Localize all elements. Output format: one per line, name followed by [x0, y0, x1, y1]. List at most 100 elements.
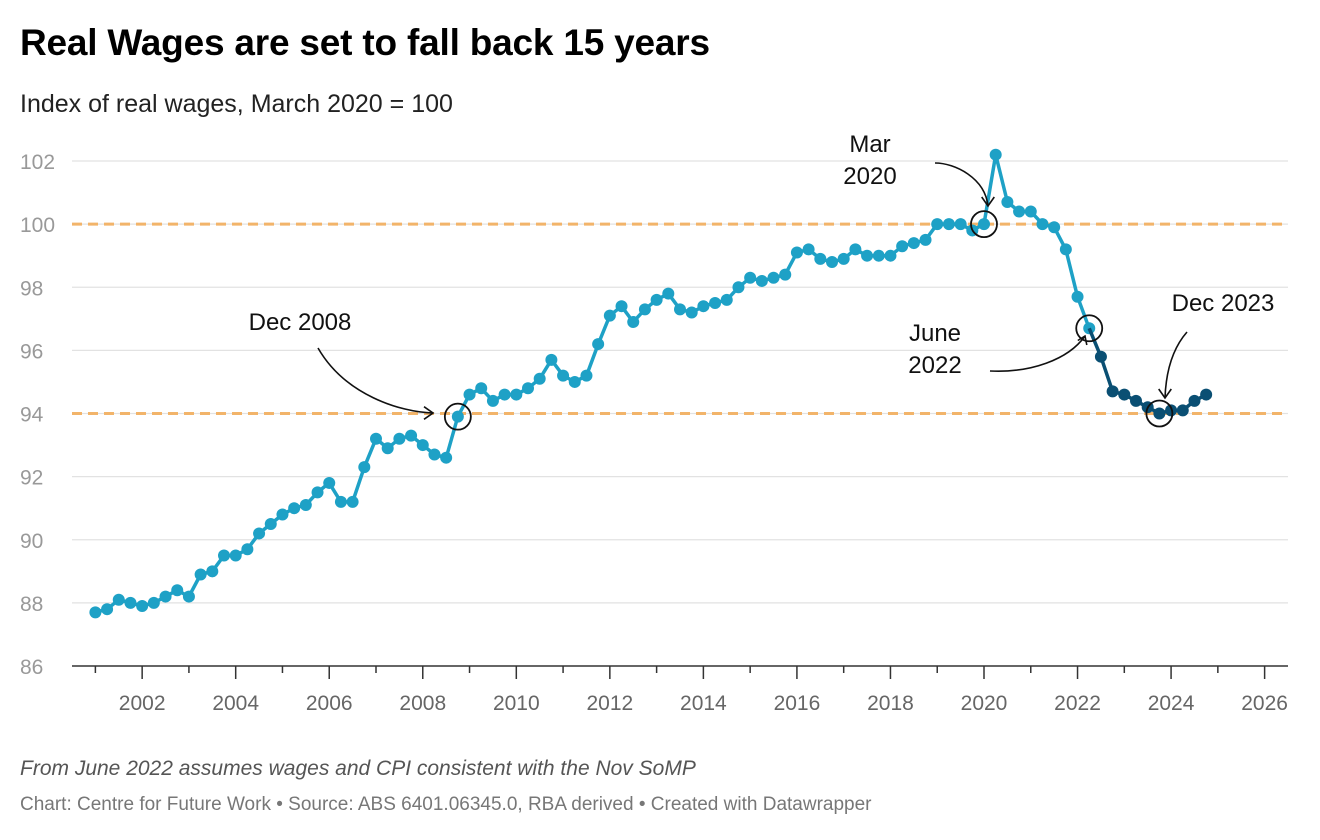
annotation-arrowhead [981, 196, 995, 208]
y-tick-label: 98 [20, 277, 43, 300]
x-tick-label: 2022 [1054, 692, 1101, 715]
data-point [241, 543, 254, 556]
x-axis: 2002 2004 2006 2008 2010 2012 2014 2016 2018 2020… [72, 665, 1288, 715]
data-point [1048, 221, 1061, 234]
data-point [182, 590, 195, 603]
data-point [1165, 404, 1178, 417]
annotation-arrow [317, 347, 434, 414]
annotation-circle [1075, 314, 1104, 343]
data-point [533, 372, 546, 385]
data-point [276, 508, 289, 521]
data-point [978, 218, 990, 231]
annotation-arrowhead [1158, 388, 1172, 400]
data-point [1176, 404, 1189, 417]
chart-subtitle: Index of real wages, March 2020 = 100 [20, 90, 453, 118]
annotation-arrow [934, 162, 989, 207]
y-tick-label: 102 [20, 151, 55, 174]
data-point [159, 590, 172, 603]
data-point [101, 603, 114, 616]
data-point [1118, 388, 1131, 401]
chart-source: Chart: Centre for Future Work • Source: … [20, 794, 872, 815]
x-tick-label: 2018 [867, 692, 914, 715]
data-point [288, 502, 301, 515]
data-point [112, 593, 125, 606]
x-tick-label: 2010 [493, 692, 540, 715]
data-point [732, 281, 745, 294]
series-layer [89, 148, 1213, 619]
data-point [405, 429, 418, 442]
annotation-label: 2020 [843, 163, 896, 190]
data-point [638, 303, 651, 316]
data-point [311, 486, 324, 499]
annotation-label: Mar [849, 131, 890, 158]
y-tick-label: 94 [20, 404, 44, 427]
annotation-label: Dec 2023 [1172, 290, 1275, 317]
data-point [1013, 205, 1026, 218]
data-point [615, 300, 628, 313]
data-point [1130, 394, 1142, 407]
x-tick-label: 2024 [1148, 692, 1195, 715]
data-point [1059, 243, 1072, 256]
annotation-label: Dec 2008 [249, 309, 352, 336]
data-point [767, 271, 780, 284]
annotation-label: June [909, 320, 961, 347]
data-point [568, 375, 581, 388]
data-point [907, 237, 920, 250]
data-point [451, 410, 464, 423]
data-point [206, 565, 219, 578]
data-point [790, 246, 803, 259]
annotation-circle [443, 402, 472, 431]
data-point [627, 315, 640, 328]
data-point [1024, 205, 1037, 218]
data-point [545, 353, 558, 366]
data-point [802, 243, 815, 256]
data-point [685, 306, 698, 319]
x-tick-label: 2014 [680, 692, 727, 715]
annotation-circle [1145, 399, 1174, 428]
data-point [1106, 385, 1119, 398]
x-tick-label: 2006 [306, 692, 353, 715]
data-point [522, 382, 534, 395]
x-tick-label: 2020 [961, 692, 1008, 715]
data-point [592, 338, 605, 351]
annotation-arrowhead [1077, 334, 1088, 346]
data-point [1094, 350, 1107, 363]
x-tick-label: 2012 [586, 692, 633, 715]
data-point [1071, 290, 1084, 303]
annotation-label: 2022 [908, 352, 961, 379]
data-point [884, 249, 897, 262]
annotations: Dec 2008 Mar 2020 June 2022 Dec 2023 [249, 131, 1275, 431]
data-point [253, 527, 266, 540]
reference-lines [72, 222, 1288, 415]
data-point [486, 394, 499, 407]
data-point [849, 243, 862, 256]
data-point [194, 568, 207, 581]
data-point [229, 549, 242, 562]
annotation-arrow [1164, 331, 1188, 399]
data-point [440, 451, 453, 464]
data-point [755, 274, 768, 287]
chart-note: From June 2022 assumes wages and CPI con… [20, 757, 696, 780]
data-point [872, 249, 885, 262]
data-point [510, 388, 523, 401]
data-point [370, 432, 382, 445]
data-point [381, 442, 394, 455]
data-point [989, 148, 1002, 161]
x-tick-label: 2004 [212, 692, 259, 715]
data-point [814, 252, 827, 265]
data-point [358, 461, 371, 474]
data-point [919, 233, 932, 246]
y-tick-label: 90 [20, 530, 43, 553]
data-point [720, 293, 733, 306]
y-tick-label: 86 [20, 656, 43, 679]
data-point [323, 476, 336, 489]
data-point [837, 252, 850, 265]
x-tick-label: 2016 [774, 692, 821, 715]
data-point [428, 448, 441, 461]
chart-title: Real Wages are set to fall back 15 years [20, 22, 710, 63]
data-point [334, 495, 347, 508]
data-point [89, 606, 102, 619]
data-point [346, 495, 359, 508]
annotation-circle [970, 210, 998, 239]
